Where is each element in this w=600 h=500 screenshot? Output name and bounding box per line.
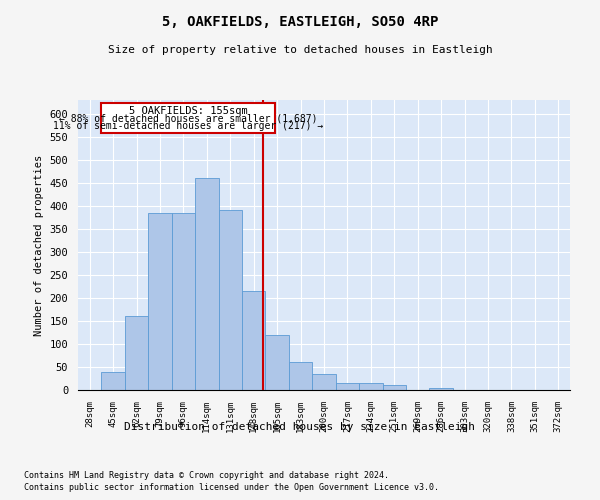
Text: 11% of semi-detached houses are larger (217) →: 11% of semi-detached houses are larger (…: [53, 121, 323, 131]
Bar: [125, 316, 148, 390]
Text: Contains HM Land Registry data © Crown copyright and database right 2024.: Contains HM Land Registry data © Crown c…: [24, 471, 389, 480]
Bar: [312, 374, 336, 390]
Bar: [172, 213, 195, 390]
Text: Distribution of detached houses by size in Eastleigh: Distribution of detached houses by size …: [125, 422, 476, 432]
Bar: [195, 178, 218, 390]
Text: 5 OAKFIELDS: 155sqm: 5 OAKFIELDS: 155sqm: [129, 106, 247, 116]
Y-axis label: Number of detached properties: Number of detached properties: [34, 154, 44, 336]
FancyBboxPatch shape: [101, 103, 275, 133]
Bar: [383, 386, 406, 390]
Bar: [148, 213, 172, 390]
Text: Size of property relative to detached houses in Eastleigh: Size of property relative to detached ho…: [107, 45, 493, 55]
Bar: [101, 372, 125, 390]
Text: Contains public sector information licensed under the Open Government Licence v3: Contains public sector information licen…: [24, 484, 439, 492]
Bar: [265, 335, 289, 390]
Bar: [218, 210, 242, 390]
Bar: [289, 362, 312, 390]
Bar: [336, 383, 359, 390]
Text: ← 88% of detached houses are smaller (1,687): ← 88% of detached houses are smaller (1,…: [59, 114, 317, 124]
Bar: [430, 388, 453, 390]
Bar: [359, 383, 383, 390]
Bar: [242, 291, 265, 390]
Text: 5, OAKFIELDS, EASTLEIGH, SO50 4RP: 5, OAKFIELDS, EASTLEIGH, SO50 4RP: [162, 15, 438, 29]
